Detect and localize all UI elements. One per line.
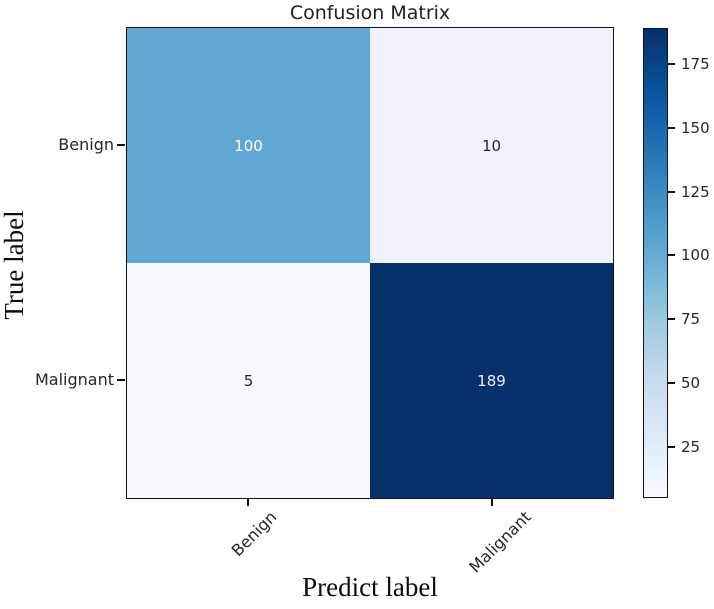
heatmap-plot: 100 10 5 189	[126, 27, 614, 499]
colorbar-tick-label: 25	[681, 438, 701, 456]
colorbar-tick-mark	[668, 191, 675, 193]
y-tick-mark-benign	[117, 144, 125, 146]
colorbar-tick-label: 150	[681, 119, 710, 137]
chart-title: Confusion Matrix	[289, 2, 451, 24]
colorbar-tick-mark	[668, 127, 675, 129]
colorbar-tick-label: 100	[681, 246, 710, 264]
colorbar-tick-mark	[668, 382, 675, 384]
colorbar-tick-mark	[668, 254, 675, 256]
colorbar-tick-mark	[668, 446, 675, 448]
colorbar-tick-label: 125	[681, 183, 710, 201]
cell-value: 5	[243, 371, 254, 390]
colorbar-tick-label: 50	[681, 374, 701, 392]
x-axis-label: Predict label	[302, 572, 438, 602]
x-tick-mark-malignant	[491, 499, 493, 506]
colorbar-tick-label: 175	[681, 55, 710, 73]
matrix-cell-true-malignant-pred-malignant: 189	[370, 263, 613, 498]
matrix-cell-true-benign-pred-malignant: 10	[370, 28, 613, 263]
matrix-cell-true-benign-pred-benign: 100	[127, 28, 370, 263]
x-tick-label-benign: Benign	[227, 507, 281, 561]
colorbar	[643, 28, 668, 498]
cell-value: 10	[481, 136, 502, 155]
colorbar-tick-mark	[668, 318, 675, 320]
cell-value: 100	[234, 136, 263, 155]
matrix-cell-true-malignant-pred-benign: 5	[127, 263, 370, 498]
y-axis-label: True label	[0, 210, 29, 320]
x-tick-label-malignant: Malignant	[465, 507, 535, 577]
colorbar-tick-mark	[668, 63, 675, 65]
y-tick-label-malignant: Malignant	[34, 370, 114, 389]
x-tick-mark-benign	[247, 499, 249, 506]
cell-value: 189	[477, 371, 506, 390]
colorbar-tick-label: 75	[681, 310, 701, 328]
y-tick-label-benign: Benign	[58, 135, 114, 154]
y-tick-mark-malignant	[117, 379, 125, 381]
